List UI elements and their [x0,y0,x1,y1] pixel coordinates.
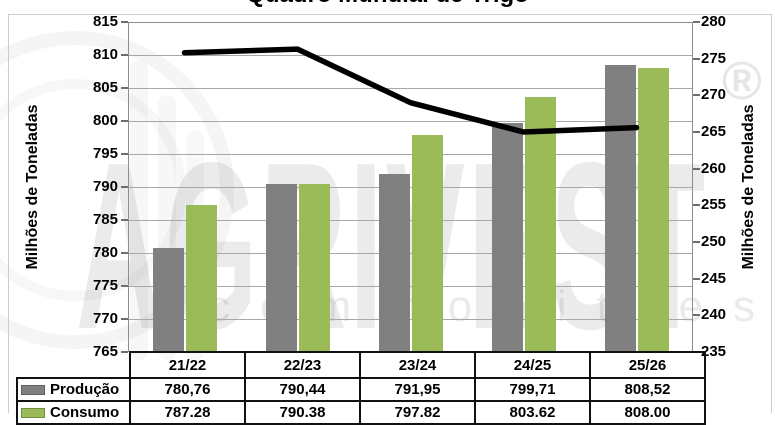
gridline [128,120,693,122]
left-axis-tick-mark [121,120,128,122]
right-axis-tick-label: 265 [701,123,727,140]
right-axis-tick-mark [693,57,700,60]
left-axis-tick-mark [121,21,128,23]
bar-Produção-23/24 [378,174,410,352]
table-row: Produção 780,76 790,44 791,95 799,71 808,52 [16,377,706,402]
left-axis-tick-mark [121,285,128,287]
left-axis-tick-label: 805 [92,79,118,96]
bar-Consumo-24/25 [524,97,556,352]
line-series [181,46,640,135]
left-axis-tick-mark [121,351,128,353]
bar-Consumo-22/23 [298,184,330,352]
table-cell: 808,52 [589,377,706,402]
table-cell: 799,71 [474,377,591,402]
table-header-21/22: 21/22 [129,351,246,379]
table-header-25/26: 25/26 [589,351,706,379]
bar-Consumo-21/22 [185,204,217,352]
bar-Produção-22/23 [265,184,297,352]
bar-Produção-21/22 [152,247,184,352]
bar-Produção-24/25 [491,122,523,352]
table-cell: 780,76 [129,377,246,402]
legend-swatch [21,408,45,419]
right-axis-tick-label: 270 [701,86,727,104]
left-axis-tick-label: 785 [92,211,118,228]
right-axis-tick-label: 260 [701,159,727,177]
gridline [128,153,693,155]
line-series-path [181,46,640,135]
gridline [128,186,693,188]
chart-data-table: 21/22 22/23 23/24 24/25 25/26 Produção 780,76 7… [16,351,706,425]
right-axis-tick-label: 280 [701,13,727,30]
left-axis-tick-label: 790 [92,178,118,195]
right-axis-tick-mark [693,94,700,97]
left-axis-tick-mark [121,153,128,155]
right-axis-tick-label: 240 [701,306,727,324]
left-axis-tick-mark [121,54,128,56]
right-axis-tick-mark [693,314,700,317]
bar-Consumo-23/24 [411,135,443,352]
right-axis-tick-label: 255 [701,196,727,214]
gridline [128,87,693,89]
left-axis-tick-mark [121,87,128,89]
gridline [128,219,693,221]
legend-swatch [21,385,45,396]
chart-title: Quadro Mundial de Trigo [0,0,775,9]
right-axis-tick-mark [693,21,700,23]
right-axis-tick-mark [693,204,700,207]
legend-label: Produção [50,381,120,398]
chart-canvas: Quadro Mundial de Trigo Milhões de Tonel… [0,0,775,413]
left-axis-tick-mark [121,252,128,254]
right-axis-tick-mark [693,131,700,133]
right-axis-tick-mark [693,277,700,280]
gridline [128,318,693,320]
chart-frame-top [8,14,772,15]
left-axis-tick-label: 810 [92,46,118,63]
left-axis-tick-label: 800 [92,112,118,129]
table-cell: 790,44 [244,377,361,402]
right-axis-tick-mark [693,167,700,170]
table-corner-blank [17,352,130,378]
left-axis-tick-label: 815 [92,13,118,30]
table-header-22/23: 22/23 [244,351,361,379]
table-header-24/25: 24/25 [474,351,591,379]
left-axis-tick-mark [121,186,128,188]
right-axis-tick-label: 275 [701,49,727,67]
chart-frame-right [771,14,772,413]
left-axis-tick-label: 765 [92,343,118,360]
left-axis-tick-label: 775 [92,277,118,294]
left-axis-tick-mark [121,318,128,320]
gridline [128,285,693,287]
table-cell: 791,95 [359,377,476,402]
right-axis-tick-label: 235 [701,343,727,360]
legend-item-Produção: Produção [16,377,131,402]
right-axis-tick-mark [693,241,700,243]
bar-Produção-25/26 [604,64,636,352]
right-axis-tick-label: 250 [701,233,727,250]
table-header-23/24: 23/24 [359,351,476,379]
left-axis-tick-label: 795 [92,145,118,162]
right-axis-tick-label: 245 [701,269,727,287]
left-axis-tick-mark [121,219,128,221]
chart-frame-left [8,14,9,413]
left-axis-tick-label: 770 [92,310,118,327]
bar-Consumo-25/26 [637,68,669,352]
gridline [128,252,693,254]
left-axis-tick-label: 780 [92,244,118,261]
gridline [128,54,693,56]
